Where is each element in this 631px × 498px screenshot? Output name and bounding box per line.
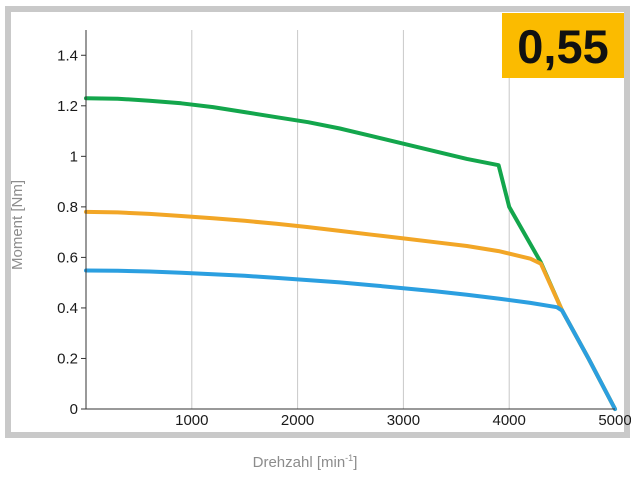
y-tick-label: 0.8 xyxy=(57,199,78,216)
plot-frame xyxy=(5,6,630,438)
x-axis-label-main: Drehzahl [min xyxy=(253,454,346,471)
value-badge: 0,55 xyxy=(502,13,624,78)
x-axis-label-end: ] xyxy=(353,454,357,471)
x-tick-label: 4000 xyxy=(493,412,526,429)
x-axis-label: Drehzahl [min-1] xyxy=(253,453,358,471)
y-axis-label: Moment [Nm] xyxy=(9,180,26,270)
x-axis-label-superscript: -1 xyxy=(345,453,353,463)
y-tick-label: 0.6 xyxy=(57,249,78,266)
x-tick-label: 3000 xyxy=(387,412,420,429)
y-tick-label: 0 xyxy=(70,401,78,418)
series-line-2 xyxy=(84,209,617,411)
x-tick-label: 5000 xyxy=(598,412,631,429)
tick-labels: 1000 2000 3000 4000 5000 0 0.2 0.4 0.6 0.8 1 1.2 1.4 xyxy=(57,47,631,429)
grid xyxy=(191,30,510,409)
y-tick-label: 1.2 xyxy=(57,98,78,115)
y-tick-label: 0.4 xyxy=(57,300,78,317)
axes xyxy=(85,30,615,410)
y-tick-label: 0.2 xyxy=(57,350,78,367)
y-tick-label: 1 xyxy=(70,148,78,165)
y-tick-label: 1.4 xyxy=(57,47,78,64)
x-tick-label: 1000 xyxy=(175,412,208,429)
value-badge-text: 0,55 xyxy=(517,20,608,73)
series-line-3 xyxy=(84,268,617,411)
value-badge-background xyxy=(502,13,624,78)
series-lines xyxy=(84,96,617,411)
x-tick-label: 2000 xyxy=(281,412,314,429)
